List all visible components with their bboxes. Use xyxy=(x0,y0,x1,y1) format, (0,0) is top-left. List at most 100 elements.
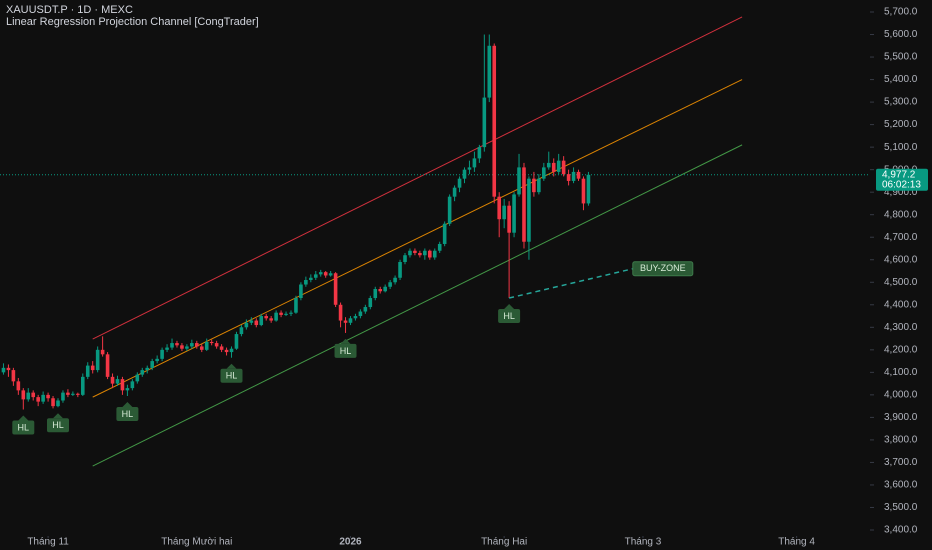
candle-body xyxy=(190,343,194,347)
annotation-label: HL xyxy=(18,422,30,432)
candle-body xyxy=(353,316,358,319)
candle-body xyxy=(26,392,31,400)
x-tick-label: Tháng Mười hai xyxy=(161,537,232,548)
candle-body xyxy=(195,343,199,347)
candle-body xyxy=(413,250,417,253)
y-tick-label: 5,200.0 xyxy=(884,119,918,130)
candle-body xyxy=(542,167,546,179)
candle-body xyxy=(289,312,293,314)
candle-body xyxy=(586,174,591,204)
candle-body xyxy=(219,346,224,350)
x-tick-label: Tháng Hai xyxy=(481,537,527,548)
annotation-label: HL xyxy=(226,371,238,381)
candle-body xyxy=(85,365,90,377)
candle-body xyxy=(11,370,16,382)
candle-body xyxy=(512,194,516,233)
candle-body xyxy=(507,205,511,233)
candle-body xyxy=(497,196,501,220)
chart-title: XAUUSDT.P · 1D · MEXC xyxy=(6,4,133,16)
candle-body xyxy=(393,277,397,283)
candle-body xyxy=(487,45,492,98)
candle-body xyxy=(427,250,432,258)
candle-body xyxy=(576,171,581,179)
candle-body xyxy=(249,320,254,323)
candle-body xyxy=(556,160,561,172)
candle-body xyxy=(259,316,264,326)
candle-body xyxy=(31,392,36,398)
candle-body xyxy=(348,318,353,323)
y-tick-label: 5,300.0 xyxy=(884,97,918,108)
x-tick-label: 2026 xyxy=(339,537,362,548)
candle-body xyxy=(80,376,85,395)
candle-body xyxy=(323,272,328,276)
candle-body xyxy=(274,312,278,321)
candle-body xyxy=(343,320,348,323)
candle-body xyxy=(304,280,308,285)
candle-body xyxy=(155,358,159,362)
candle-body xyxy=(165,347,169,350)
y-tick-label: 5,500.0 xyxy=(884,52,918,63)
y-tick-label: 3,500.0 xyxy=(884,502,918,513)
candle-body xyxy=(234,334,239,349)
y-tick-label: 5,100.0 xyxy=(884,142,918,153)
candle-body xyxy=(51,398,55,407)
candle-body xyxy=(170,343,174,348)
candle-body xyxy=(66,392,70,395)
candle-body xyxy=(46,394,50,399)
y-tick-label: 4,100.0 xyxy=(884,367,918,378)
candle-body xyxy=(378,289,383,292)
candle-body xyxy=(71,393,75,395)
candle-body xyxy=(527,178,531,242)
x-tick-label: Tháng 11 xyxy=(27,537,69,548)
candle-body xyxy=(284,313,288,315)
candle-body xyxy=(56,400,60,407)
candle-body xyxy=(472,158,477,168)
buy-zone-link xyxy=(508,268,633,299)
annotation-box xyxy=(334,343,357,358)
candle-body xyxy=(333,273,338,305)
y-tick-label: 3,800.0 xyxy=(884,435,918,446)
candle-body xyxy=(398,261,402,278)
candle-body xyxy=(313,274,318,278)
candle-body xyxy=(442,223,447,244)
buy-zone-box xyxy=(632,261,694,277)
annotation-box xyxy=(498,309,521,324)
x-tick-label: Tháng 4 xyxy=(778,537,815,548)
last-price-label: 4,977.2 xyxy=(882,169,916,180)
y-tick-label: 4,000.0 xyxy=(884,390,918,401)
y-tick-label: 4,800.0 xyxy=(884,209,918,220)
candle-body xyxy=(199,346,204,350)
candle-body xyxy=(561,160,566,175)
candle-body xyxy=(408,250,412,256)
candle-body xyxy=(21,390,26,400)
candle-body xyxy=(373,289,378,299)
x-tick-label: Tháng 3 xyxy=(625,537,662,548)
candle-body xyxy=(423,250,427,256)
y-tick-label: 3,700.0 xyxy=(884,457,918,468)
y-tick-label: 5,700.0 xyxy=(884,7,918,18)
candle-body xyxy=(418,252,422,256)
candle-body xyxy=(537,178,541,193)
y-tick-label: 3,900.0 xyxy=(884,412,918,423)
candle-body xyxy=(6,367,11,371)
y-tick-label: 4,400.0 xyxy=(884,299,918,310)
candle-body xyxy=(581,178,586,204)
candle-body xyxy=(209,341,214,344)
candle-body xyxy=(457,178,462,188)
candle-body xyxy=(279,312,283,315)
candle-body xyxy=(115,379,120,384)
candle-body xyxy=(239,327,244,335)
candle-body xyxy=(264,316,269,319)
candle-body xyxy=(294,298,298,313)
y-tick-label: 5,400.0 xyxy=(884,74,918,85)
candle-body xyxy=(90,365,95,371)
candle-body xyxy=(477,147,482,159)
candle-body xyxy=(467,167,472,170)
candle-body xyxy=(299,284,303,299)
annotation-label: HL xyxy=(340,346,352,356)
annotation-box xyxy=(47,418,69,433)
annotation-pointer xyxy=(53,413,63,419)
channel-line xyxy=(92,16,743,340)
candle-body xyxy=(571,171,576,181)
